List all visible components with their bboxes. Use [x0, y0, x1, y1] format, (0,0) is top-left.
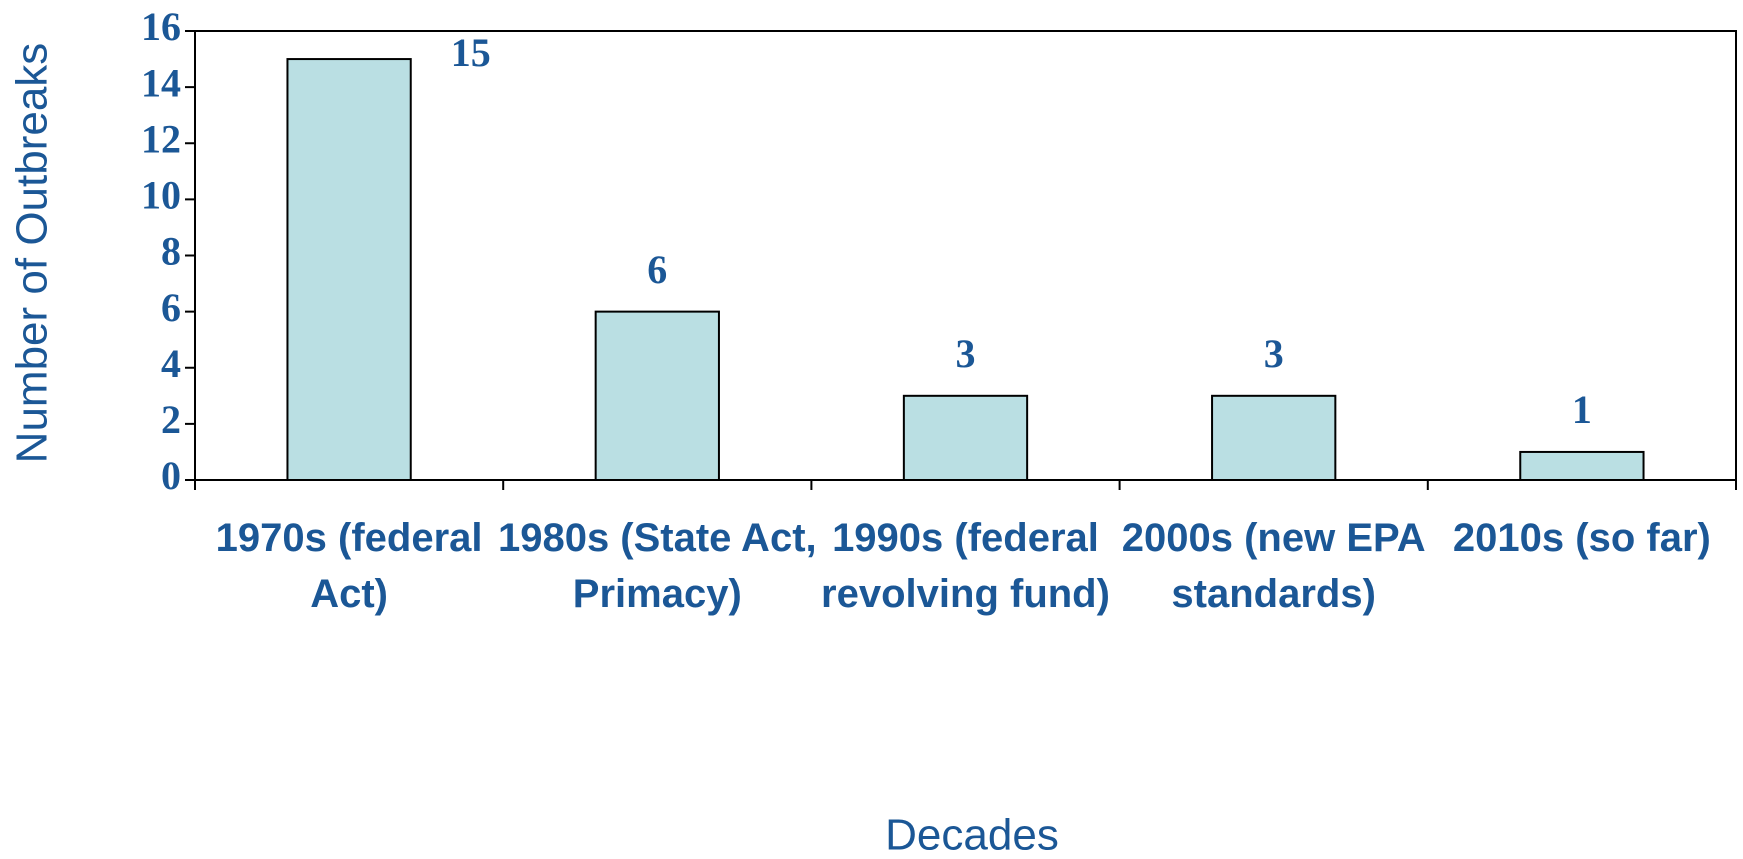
y-tick-label: 2 — [161, 397, 181, 442]
value-label: 3 — [1264, 331, 1284, 376]
y-tick-label: 16 — [141, 4, 181, 49]
bar — [286, 58, 412, 481]
y-axis-title: Number of Outbreaks — [8, 43, 57, 464]
bar — [902, 394, 1029, 481]
bar — [1519, 450, 1645, 481]
value-label: 1 — [1572, 387, 1592, 432]
x-tick-label: 1970s (federal Act) — [215, 516, 483, 616]
bar — [594, 310, 720, 481]
y-tick-label: 14 — [141, 60, 181, 105]
value-label: 15 — [451, 30, 491, 75]
x-tick-label: 1990s (federal revolving fund) — [821, 516, 1110, 616]
x-tick-label: 2000s (new EPA standards) — [1121, 516, 1426, 616]
bar — [1211, 394, 1337, 481]
x-tick-label: 1980s (State Act, Primacy) — [497, 516, 817, 616]
x-axis-title: Decades — [885, 811, 1059, 859]
y-tick-label: 8 — [161, 229, 181, 274]
x-tick-label: 2010s (so far) — [1452, 516, 1711, 560]
y-tick-label: 10 — [141, 173, 181, 218]
y-tick-label: 0 — [161, 453, 181, 498]
value-label: 3 — [956, 331, 976, 376]
y-tick-label: 12 — [141, 116, 181, 161]
value-label: 6 — [647, 247, 667, 292]
y-tick-label: 6 — [161, 285, 181, 330]
y-tick-label: 4 — [161, 341, 181, 386]
